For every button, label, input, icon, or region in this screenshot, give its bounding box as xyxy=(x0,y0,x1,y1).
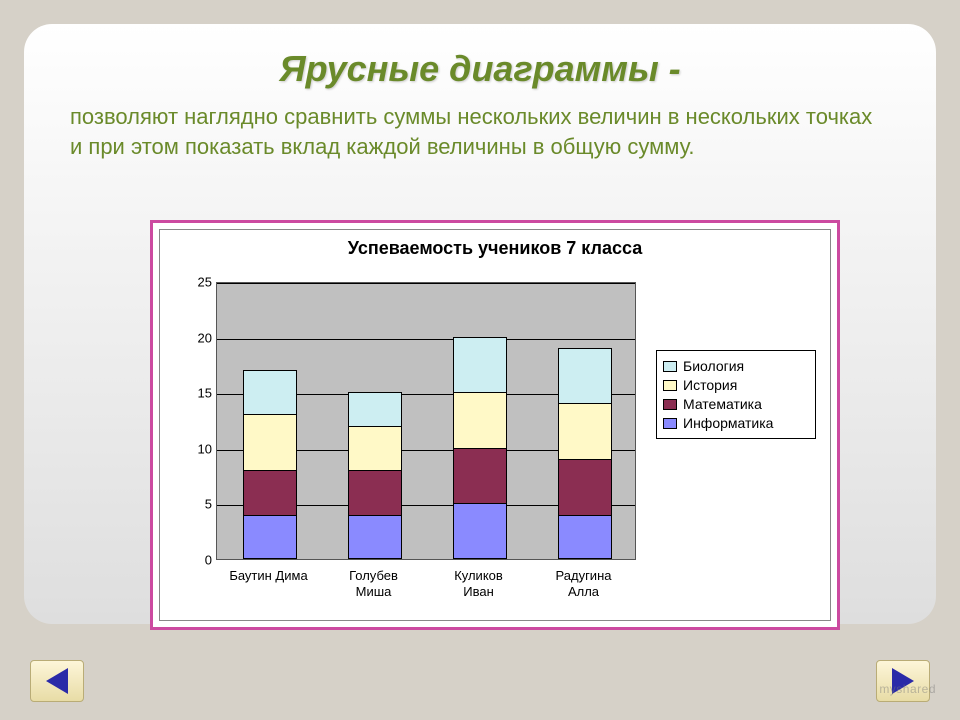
legend-label: Математика xyxy=(683,396,762,412)
legend-label: История xyxy=(683,377,737,393)
y-tick-label: 20 xyxy=(198,330,212,345)
chart-body: Биология История Математика Информатика 0 5 1… xyxy=(160,272,830,620)
legend-item: Информатика xyxy=(663,415,809,431)
y-tick-label: 0 xyxy=(205,553,212,568)
bar-stack xyxy=(558,348,612,559)
bar-segment xyxy=(453,503,507,559)
slide-description: позволяют наглядно сравнить суммы нескол… xyxy=(70,102,890,161)
chart-inner: Успеваемость учеников 7 класса Биология И… xyxy=(159,229,831,621)
bar-segment xyxy=(348,470,402,514)
bar-segment xyxy=(558,403,612,459)
legend-item: Математика xyxy=(663,396,809,412)
grid-line xyxy=(217,339,635,340)
bar-segment xyxy=(243,414,297,470)
x-tick-label: Радугина Алла xyxy=(534,568,634,599)
legend-swatch xyxy=(663,380,677,391)
bar-segment xyxy=(558,348,612,404)
bar-segment xyxy=(243,470,297,514)
bar-stack xyxy=(243,370,297,559)
y-tick-label: 15 xyxy=(198,386,212,401)
legend-label: Информатика xyxy=(683,415,773,431)
chart-frame: Успеваемость учеников 7 класса Биология И… xyxy=(150,220,840,630)
x-tick-label: Голубев Миша xyxy=(324,568,424,599)
bar-segment xyxy=(453,337,507,393)
bar-segment xyxy=(558,459,612,515)
legend-swatch xyxy=(663,361,677,372)
chart-legend: Биология История Математика Информатика xyxy=(656,350,816,439)
legend-item: История xyxy=(663,377,809,393)
bar-segment xyxy=(348,426,402,470)
legend-swatch xyxy=(663,418,677,429)
grid-line xyxy=(217,283,635,284)
x-tick-label: Куликов Иван xyxy=(429,568,529,599)
bar-segment xyxy=(453,448,507,504)
plot-area xyxy=(216,282,636,560)
bar-segment xyxy=(243,515,297,559)
slide-title: Ярусные диаграммы - xyxy=(64,48,896,90)
bar-segment xyxy=(453,392,507,448)
x-tick-label: Баутин Дима xyxy=(219,568,319,584)
bar-segment xyxy=(348,515,402,559)
y-tick-label: 5 xyxy=(205,497,212,512)
y-tick-label: 10 xyxy=(198,441,212,456)
chart-title: Успеваемость учеников 7 класса xyxy=(160,230,830,259)
bar-stack xyxy=(348,392,402,559)
bar-segment xyxy=(243,370,297,414)
legend-label: Биология xyxy=(683,358,744,374)
legend-item: Биология xyxy=(663,358,809,374)
nav-prev-button[interactable] xyxy=(30,660,84,702)
watermark-text: myshared xyxy=(879,682,936,696)
legend-swatch xyxy=(663,399,677,410)
bar-segment xyxy=(558,515,612,559)
y-tick-label: 25 xyxy=(198,275,212,290)
bar-stack xyxy=(453,337,507,559)
arrow-left-icon xyxy=(46,668,68,694)
bar-segment xyxy=(348,392,402,425)
